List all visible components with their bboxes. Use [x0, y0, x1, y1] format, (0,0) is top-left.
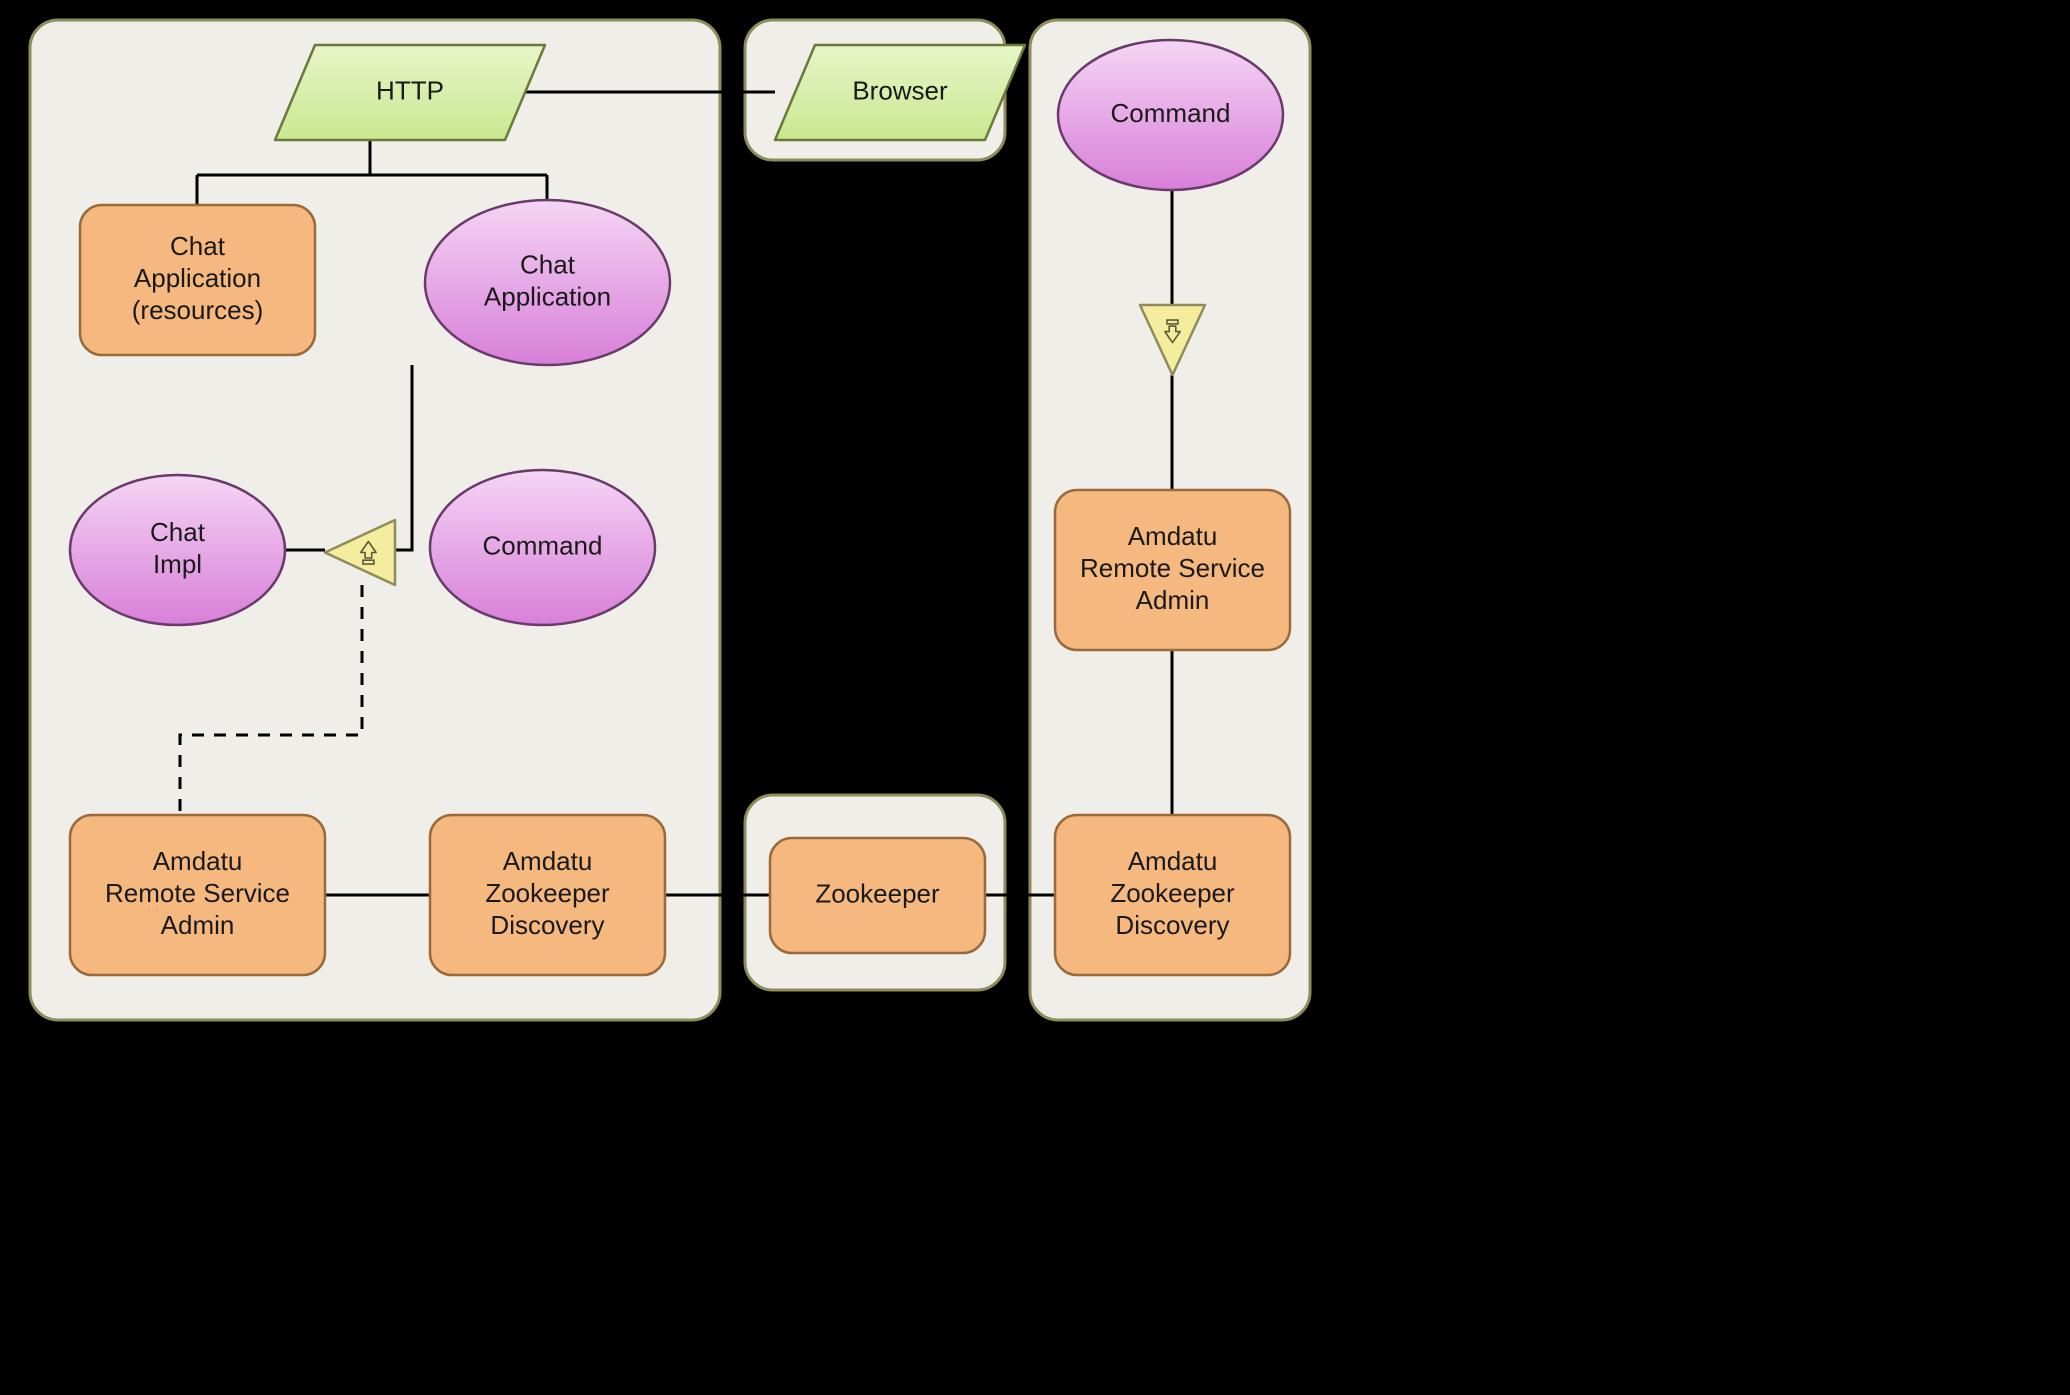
zk-disc-right-label-0: Amdatu: [1128, 846, 1218, 876]
command-right-label-0: Command: [1111, 98, 1231, 128]
rsa-left-label-2: Admin: [161, 910, 235, 940]
http-label-0: HTTP: [376, 75, 444, 105]
rsa-left-label-1: Remote Service: [105, 878, 290, 908]
architecture-diagram: HTTPBrowserChatApplication(resources)Cha…: [0, 0, 1525, 1040]
node-zk-disc-left: AmdatuZookeeperDiscovery: [430, 815, 665, 975]
command-left-label-0: Command: [483, 530, 603, 560]
rsa-right-label-0: Amdatu: [1128, 521, 1218, 551]
chat-app-label-0: Chat: [520, 249, 576, 279]
rsa-left-label-0: Amdatu: [153, 846, 243, 876]
zk-disc-right-label-2: Discovery: [1115, 910, 1229, 940]
chat-impl-label-0: Chat: [150, 517, 206, 547]
zk-disc-right-label-1: Zookeeper: [1110, 878, 1235, 908]
node-chat-app: ChatApplication: [425, 200, 670, 365]
node-command-left: Command: [430, 470, 655, 625]
zk-disc-left-label-2: Discovery: [490, 910, 604, 940]
chat-app-label-1: Application: [484, 281, 611, 311]
rsa-right-label-2: Admin: [1136, 585, 1210, 615]
chat-res-label-1: Application: [134, 263, 261, 293]
chat-res-label-0: Chat: [170, 231, 226, 261]
browser-label-0: Browser: [852, 75, 948, 105]
zookeeper-label-0: Zookeeper: [815, 878, 940, 908]
zk-disc-left-label-0: Amdatu: [503, 846, 593, 876]
node-rsa-right: AmdatuRemote ServiceAdmin: [1055, 490, 1290, 650]
node-http: HTTP: [275, 45, 545, 140]
node-chat-impl: ChatImpl: [70, 475, 285, 625]
rsa-right-label-1: Remote Service: [1080, 553, 1265, 583]
node-chat-res: ChatApplication(resources): [80, 205, 315, 355]
chat-impl-label-1: Impl: [153, 549, 202, 579]
chat-res-label-2: (resources): [132, 295, 263, 325]
node-command-right: Command: [1058, 40, 1283, 190]
node-browser: Browser: [775, 45, 1025, 140]
node-rsa-left: AmdatuRemote ServiceAdmin: [70, 815, 325, 975]
node-zookeeper: Zookeeper: [770, 838, 985, 953]
node-zk-disc-right: AmdatuZookeeperDiscovery: [1055, 815, 1290, 975]
zk-disc-left-label-1: Zookeeper: [485, 878, 610, 908]
